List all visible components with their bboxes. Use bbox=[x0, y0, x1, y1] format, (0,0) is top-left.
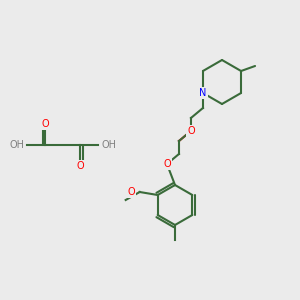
Text: O: O bbox=[76, 161, 84, 171]
Text: O: O bbox=[41, 119, 49, 129]
Text: O: O bbox=[127, 187, 135, 197]
Text: O: O bbox=[187, 126, 195, 136]
Text: N: N bbox=[199, 88, 207, 98]
Text: OH: OH bbox=[101, 140, 116, 150]
Text: OH: OH bbox=[9, 140, 24, 150]
Text: O: O bbox=[163, 159, 171, 169]
